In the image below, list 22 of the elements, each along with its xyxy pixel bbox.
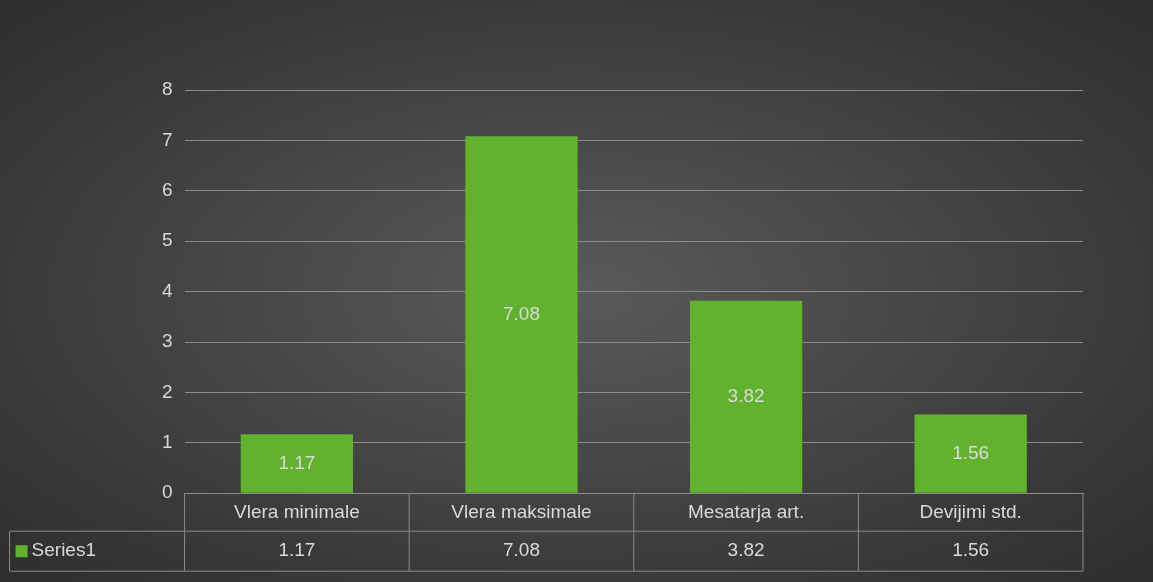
y-tick-label: 0: [161, 481, 173, 503]
y-tick-label: 2: [161, 380, 173, 402]
text: 1.56: [952, 539, 990, 561]
text: 3.82: [727, 539, 765, 561]
data-label: 1.56: [952, 441, 990, 463]
y-tick-label: 5: [161, 229, 173, 251]
y-tick-label: 3: [161, 330, 173, 352]
y-tick-label: 8: [161, 78, 173, 100]
y-tick-label: 1: [161, 431, 173, 453]
x-tick-label: Vlera minimale: [234, 500, 360, 522]
data-label: 3.82: [727, 384, 765, 406]
y-tick-label: 7: [161, 128, 173, 150]
text: 1.17: [278, 539, 316, 561]
x-tick-label: Mesatarja art.: [688, 500, 805, 522]
y-tick-label: 4: [161, 279, 173, 301]
x-tick-label: Devijimi std.: [919, 500, 1022, 522]
y-tick-label: 6: [161, 179, 173, 201]
legend-label: Series1: [31, 539, 96, 561]
data-label: 1.17: [278, 451, 316, 473]
x-tick-label: Vlera maksimale: [451, 500, 592, 522]
data-label: 7.08: [502, 302, 540, 324]
text: 7.08: [502, 539, 540, 561]
